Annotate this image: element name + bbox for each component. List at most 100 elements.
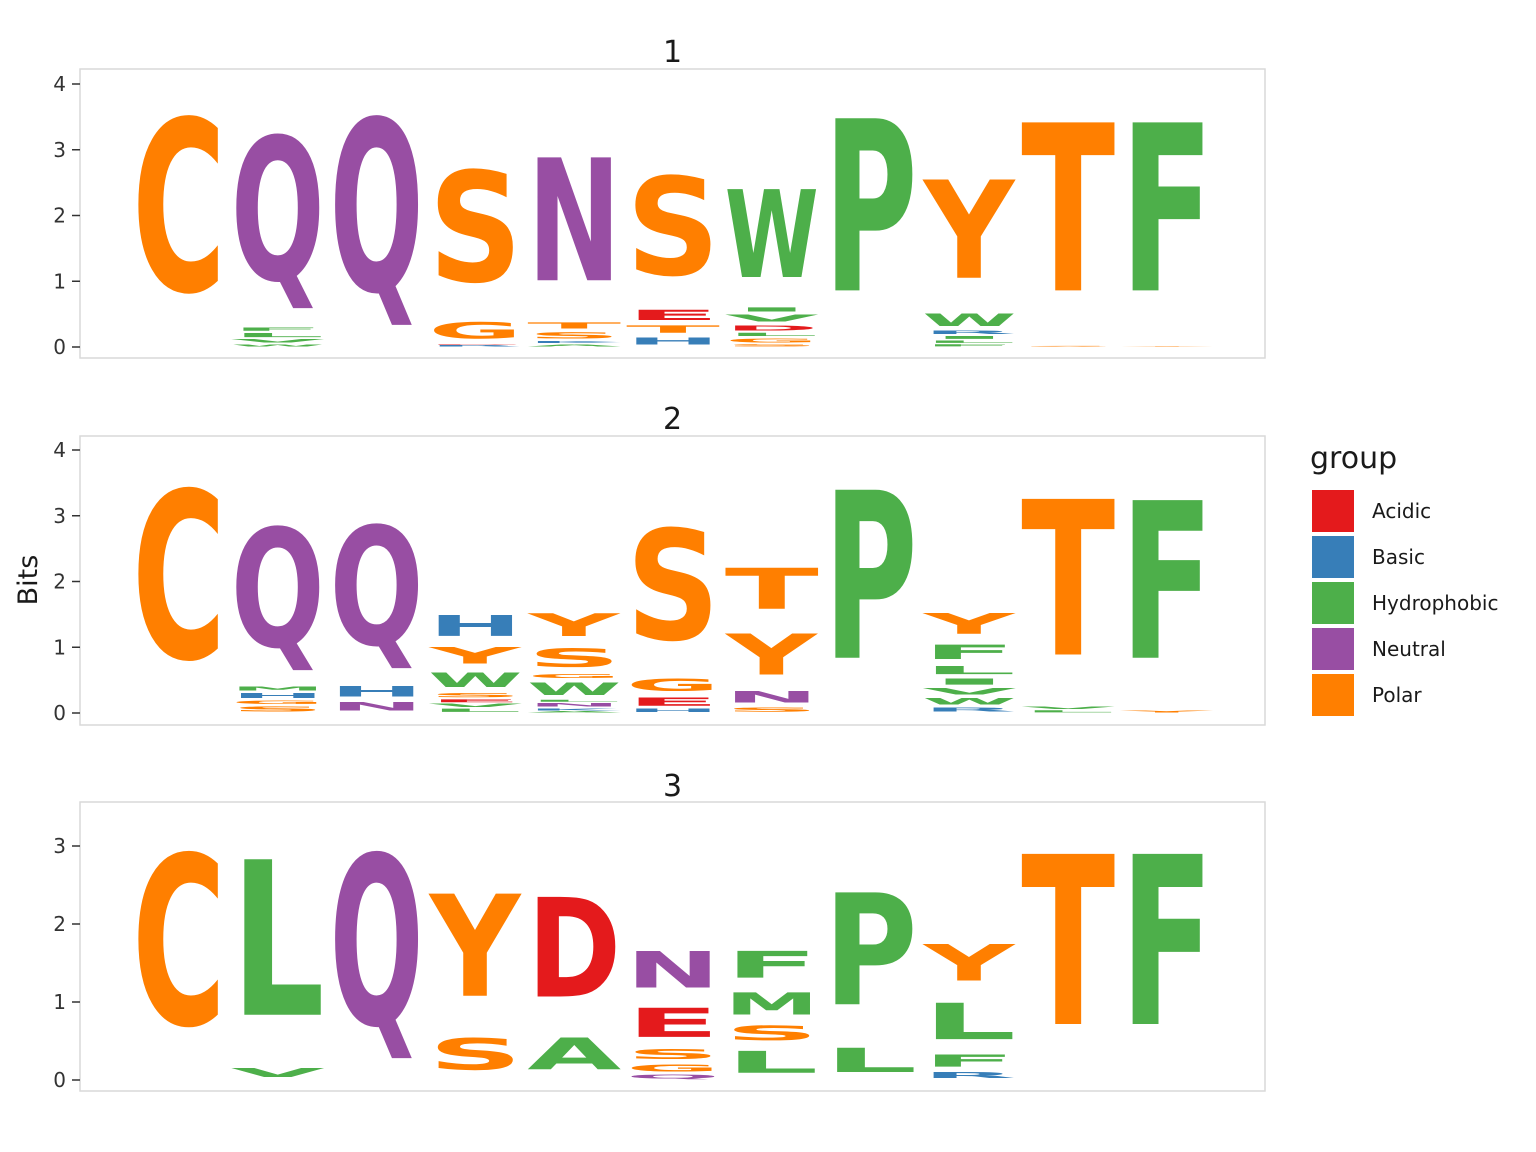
logo-letter-S: S [1021,346,1115,347]
logo-letter-V: V [231,1066,325,1080]
y-tick-label: 2 [53,912,66,936]
logo-letter-G: G [428,318,522,344]
logo-letter-L: L [1021,710,1115,713]
logo-letter-H: H [231,692,325,700]
logo-letter-W: W [428,669,522,692]
logo-letter-E: E [428,699,522,704]
logo-letter-Q: Q [231,495,325,685]
panel-title: 2 [663,402,682,437]
logo-letter-Q: Q [330,809,424,1080]
logo-letter-N: N [527,124,621,321]
logo-letter-Y: Y [922,934,1017,993]
logo-letter-Y: Y [725,622,819,687]
logo-letter-M: M [231,685,325,692]
logo-letter-E: E [626,307,720,323]
logo-letter-R: R [922,330,1016,335]
logo-letter-Y: Y [922,608,1016,640]
logo-letter-F: F [922,344,1016,347]
logo-letter-G: G [231,700,325,705]
logo-letter-G: G [725,337,819,344]
logo-letter-T: T [1021,808,1115,1080]
y-tick-label: 2 [53,570,66,594]
logo-letter-Y: Y [1120,346,1215,347]
panel-title: 1 [663,35,682,70]
legend-swatch-basic [1312,536,1354,578]
logo-letter-S: S [428,1029,522,1079]
logo-letter-S: S [428,142,522,318]
logo-letter-W: W [922,310,1016,329]
logo-letter-I: I [922,677,1016,687]
logo-letter-K: K [527,708,622,711]
y-tick-label: 1 [53,269,66,293]
y-tick-label: 1 [53,990,66,1014]
logo-letter-C: C [132,72,226,347]
panel-title: 3 [663,769,682,804]
logo-letter-S: S [725,1022,819,1045]
logo-letter-L: L [922,664,1016,677]
logo-letter-V: V [922,687,1017,697]
logo-letter-E: E [626,695,720,708]
logo-letter-Q: Q [330,73,424,347]
logo-letter-A: A [527,344,622,347]
legend: group Acidic Basic Hydrophobic Neutral Polar [1310,441,1498,716]
logo-letter-L: L [428,708,522,713]
logo-letter-L: L [527,699,621,702]
panel-frame [79,68,1266,359]
logo-letter-E: E [626,1000,720,1047]
logo-letter-P: P [824,444,918,712]
logo-letter-L: L [824,1041,918,1080]
legend-label: Polar [1372,683,1422,707]
logo-letter-Y: Y [527,607,620,643]
logo-letter-S: S [527,644,621,673]
logo-letter-S: S [231,705,325,713]
logo-letter-L: L [725,1045,819,1080]
logo-letter-K: K [527,340,622,343]
logo-letter-L: L [922,993,1016,1051]
logo-letter-L: L [725,332,819,337]
logo-letter-S: S [626,500,720,676]
logo-letter-F: F [1120,457,1214,709]
y-tick-label: 3 [53,834,66,858]
logo-letter-P: P [824,863,918,1041]
logo-letter-G: G [626,1062,720,1074]
logo-letter-L: L [231,818,325,1066]
legend-swatch-polar [1312,674,1354,716]
y-axis-title: Bits [13,555,44,606]
logo-letter-D: D [527,870,621,1029]
logo-letter-F: F [725,944,819,987]
logo-letter-F: F [231,327,325,332]
logo-letter-S: S [626,1046,720,1062]
y-tick-label: 0 [53,701,66,725]
logo-letter-H: H [428,610,522,643]
logo-letter-Y: Y [428,867,522,1029]
logo-letter-D: D [428,344,522,345]
logo-letter-F: F [1120,77,1214,345]
logo-letter-H: H [626,708,720,713]
y-tick-label: 0 [53,335,66,359]
logo-letter-N: N [626,942,720,1000]
logo-letter-P: P [824,72,918,347]
legend-swatch-neutral [1312,628,1354,670]
logo-letter-R: R [922,707,1016,714]
logo-letter-F: F [1120,808,1214,1080]
logo-letter-F: F [922,1051,1016,1070]
logo-letter-T: T [1021,77,1115,345]
logo-letter-V: V [428,703,523,708]
logo-letter-Y: Y [922,152,1016,309]
logo-letter-L: L [231,332,325,339]
logo-letter-R: R [428,345,522,347]
y-tick-label: 2 [53,204,66,228]
legend-swatch-hydrophobic [1312,582,1354,624]
legend-title: group [1310,441,1397,476]
logo-letter-S: S [725,706,819,713]
legend-label: Acidic [1372,499,1431,523]
y-tick-label: 4 [53,438,66,462]
panel-frame [79,435,1266,726]
logo-letter-V: V [1021,706,1116,710]
logo-letter-L: L [922,340,1016,344]
logo-letter-Q: Q [626,1074,720,1080]
legend-swatch-acidic [1312,490,1354,532]
legend-label: Neutral [1372,637,1446,661]
